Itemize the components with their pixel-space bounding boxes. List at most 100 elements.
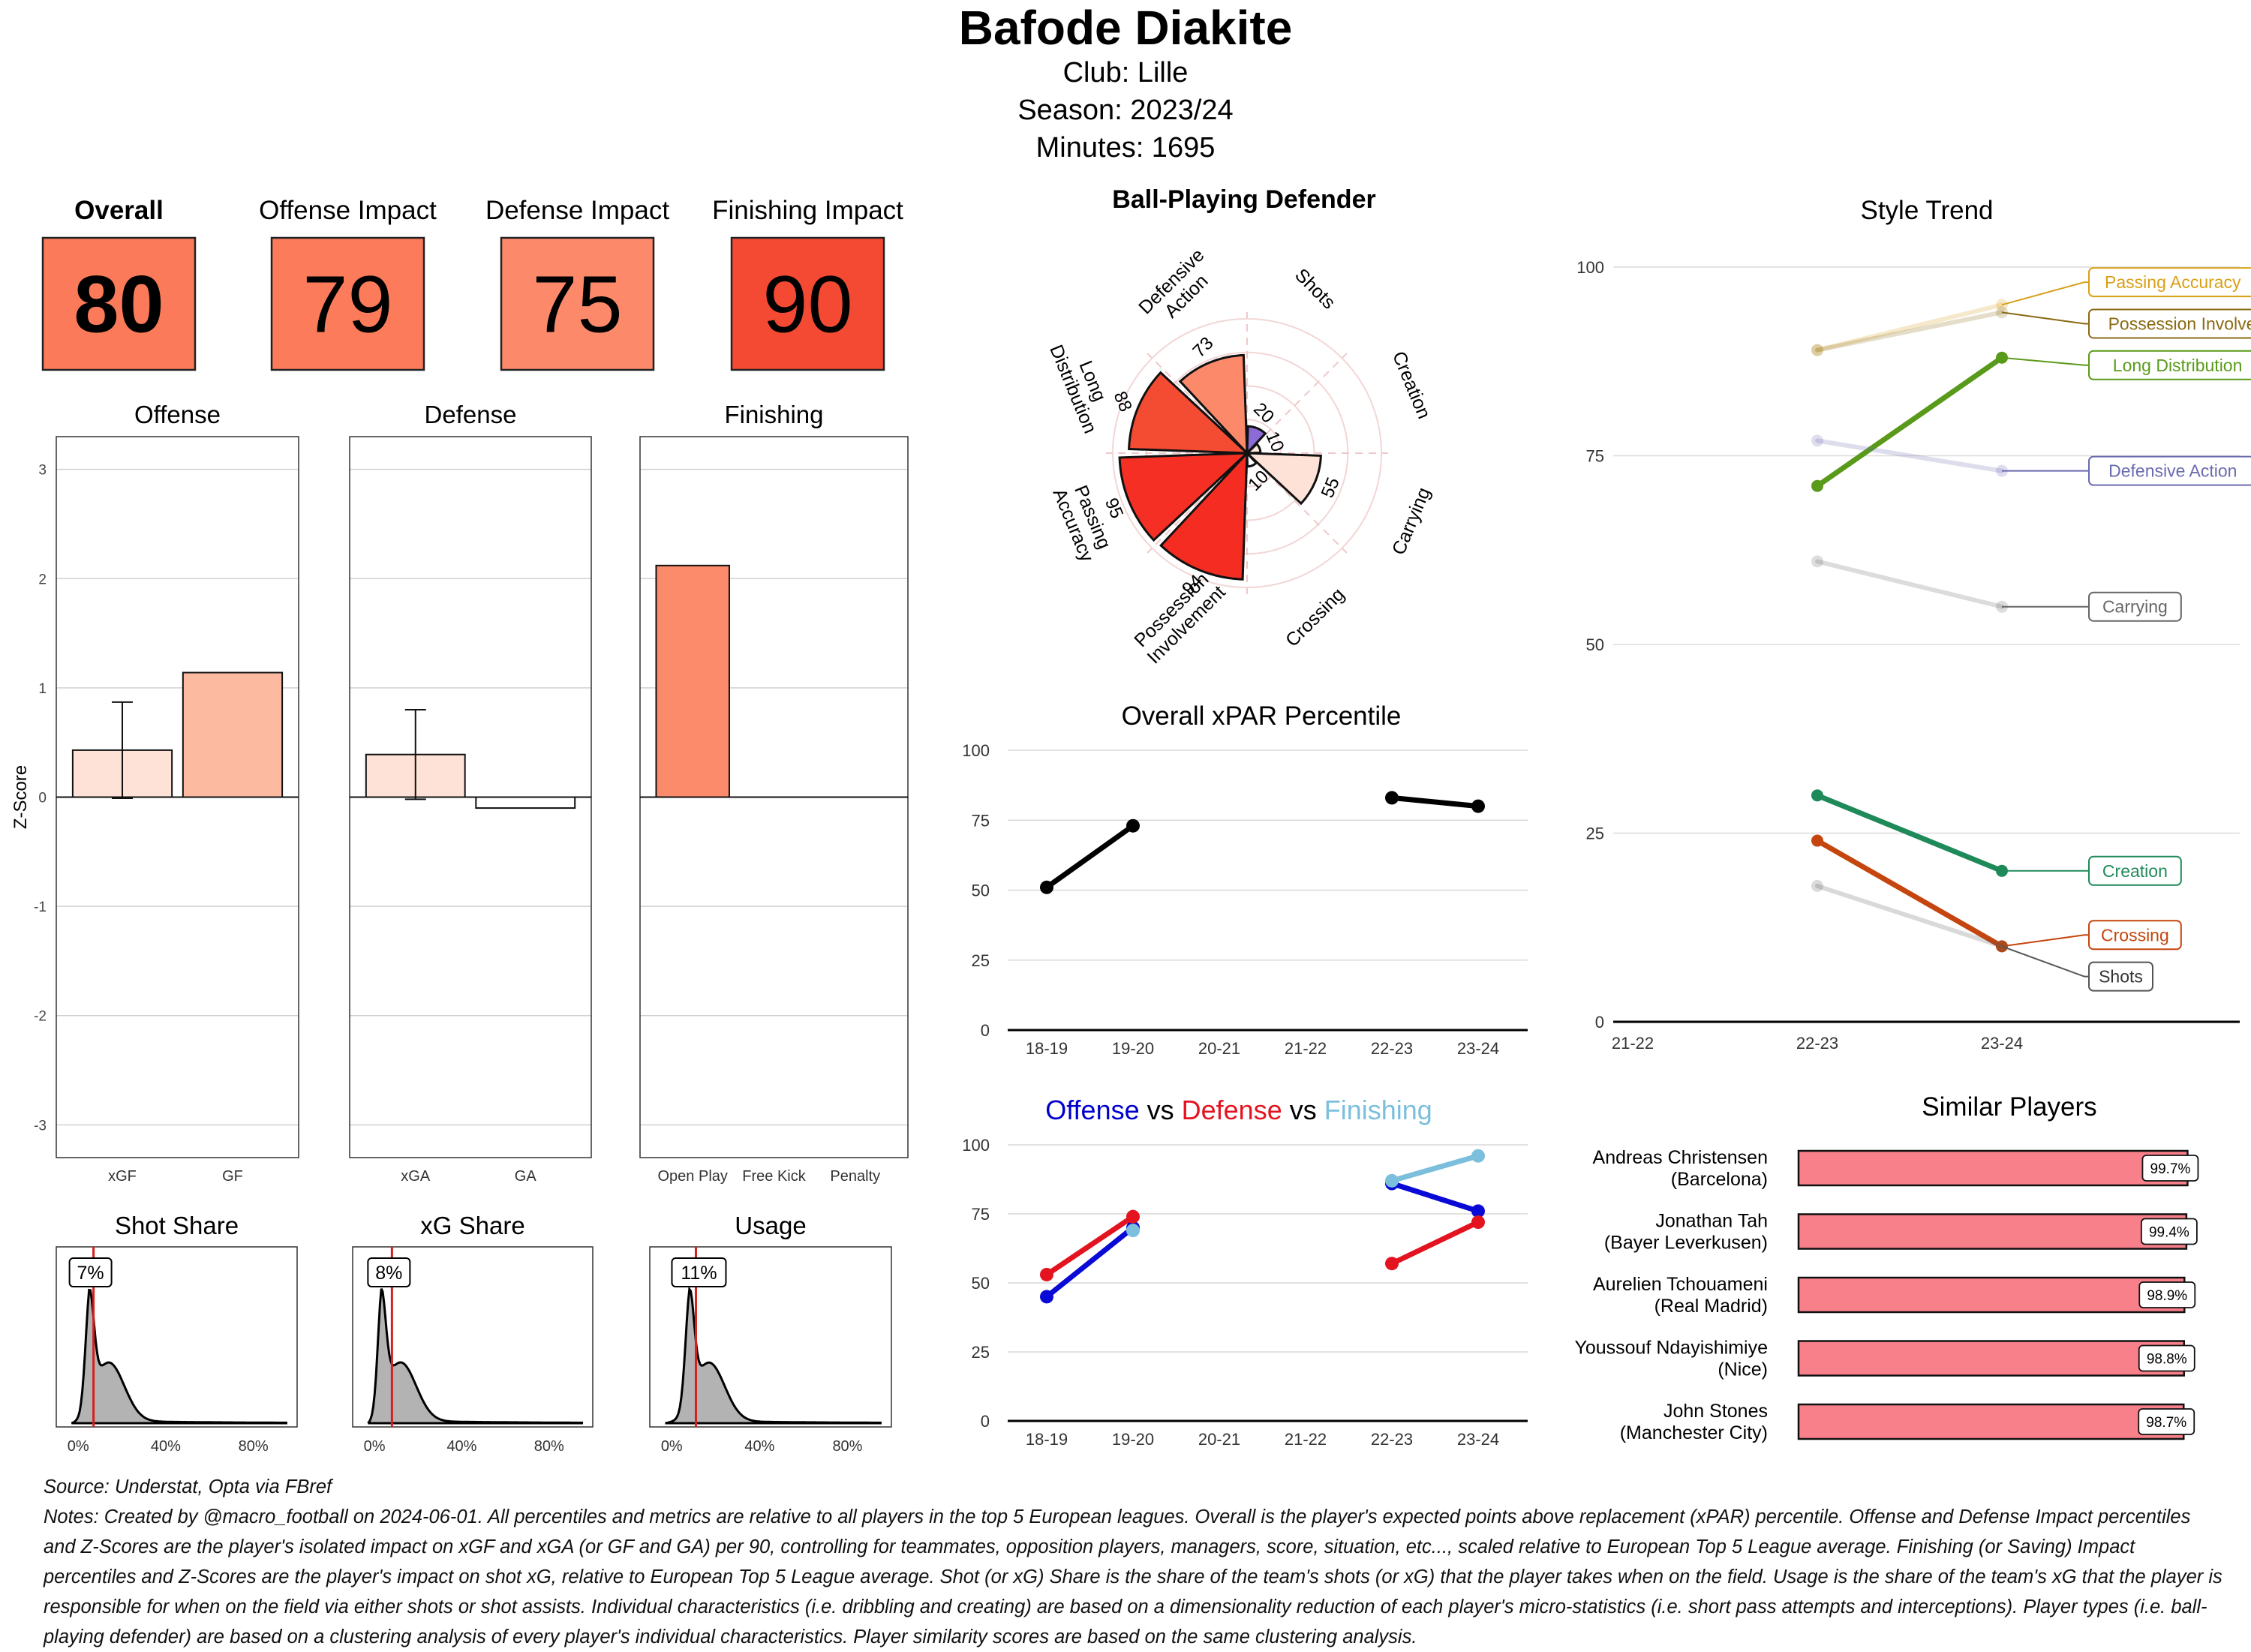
similarity-value-label: 99.4% <box>2149 1225 2189 1241</box>
x-tick-label: 18-19 <box>1026 1430 1068 1449</box>
radar-ring <box>1112 318 1382 588</box>
bar <box>182 671 284 798</box>
x-tick-label: 22-23 <box>1796 1034 1838 1053</box>
data-point <box>1811 834 1823 847</box>
radar-wedge <box>1178 353 1249 456</box>
y-tick-label: 100 <box>962 741 990 760</box>
radar-wedge <box>1118 452 1250 542</box>
radar-wedge <box>1128 371 1250 455</box>
y-tick-label: 100 <box>1576 258 1604 277</box>
data-point <box>1126 1209 1140 1224</box>
value-label: 8% <box>375 1263 402 1284</box>
radar-category-label: PossessionInvolvement <box>1129 566 1230 668</box>
x-tick-label: 18-19 <box>1026 1039 1068 1058</box>
title-part: Finishing <box>1317 1095 1432 1125</box>
impact-box <box>500 236 655 371</box>
series-label-box <box>2088 308 2251 339</box>
radar-wedge <box>1246 425 1267 456</box>
x-tick-label: 23-24 <box>1457 1430 1499 1449</box>
data-point <box>1471 799 1485 813</box>
impact-label: Defense Impact <box>485 196 669 225</box>
density-area <box>367 1288 584 1425</box>
radar-value-label: 73 <box>1189 333 1218 362</box>
radar-spoke <box>1246 452 1348 554</box>
offense-defense-finishing-chart: Offense vs Defense vs Finishing 0 25 50 75 10… <box>962 1095 1528 1449</box>
x-tick-label: Free Kick <box>742 1168 806 1185</box>
value-label-box <box>2140 1218 2198 1245</box>
x-tick-label: 0% <box>68 1438 89 1455</box>
y-tick-label: 75 <box>1586 447 1604 466</box>
series-label-box <box>2088 267 2251 298</box>
impact-boxes: Overall 80 Offense Impact 79 Defense Impact 7… <box>41 196 903 371</box>
y-tick-label: 50 <box>972 882 990 900</box>
title-part: Offense <box>1045 1095 1139 1125</box>
series-label-box <box>2088 455 2251 486</box>
player-name-label: Aurelien Tchouameni <box>1593 1274 1768 1295</box>
minutes-text: Minutes: 1695 <box>1035 132 1216 164</box>
impact-box <box>41 236 197 371</box>
x-tick-label: Open Play <box>658 1168 728 1185</box>
player-club-label: (Manchester City) <box>1620 1422 1768 1443</box>
chart-title: Offense vs Defense vs Finishing <box>1045 1095 1432 1125</box>
series-label: Passing Accuracy <box>2105 272 2241 292</box>
player-club-label: (Nice) <box>1718 1359 1768 1380</box>
x-tick-label: 0% <box>661 1438 683 1455</box>
x-tick-label: 20-21 <box>1198 1430 1240 1449</box>
similar-players-chart: Similar Players Andreas Christensen(Barce… <box>1574 1092 2199 1443</box>
player-type-radar: Ball-Playing Defender20Shots10Creation55… <box>1045 185 1435 668</box>
similarity-value-label: 99.7% <box>2150 1161 2191 1177</box>
player-club-label: (Bayer Leverkusen) <box>1604 1233 1768 1254</box>
y-tick-label: 25 <box>1586 824 1604 843</box>
similarity-bar <box>1797 1340 2186 1377</box>
data-point <box>1040 880 1053 894</box>
chart-title: Style Trend <box>1860 196 1993 225</box>
similarity-value-label: 98.9% <box>2147 1288 2187 1304</box>
radar-category-label: Shots <box>1291 265 1339 314</box>
header: Bafode Diakite Club: Lille Season: 2023/… <box>0 0 2251 167</box>
series-line <box>1389 1219 1481 1266</box>
y-tick-label: 2 <box>38 572 47 587</box>
x-tick-label: 80% <box>832 1438 862 1455</box>
y-tick-label: 75 <box>972 811 990 830</box>
y-tick-label: 100 <box>962 1136 990 1155</box>
title-part: vs <box>1282 1095 1317 1125</box>
data-point <box>1126 1224 1140 1238</box>
value-label-box <box>2141 1155 2199 1182</box>
label-leader <box>2001 934 2089 948</box>
radar-value-label: 88 <box>1110 389 1136 415</box>
value-label-box <box>68 1257 113 1287</box>
y-tick-label: 0 <box>981 1412 990 1431</box>
radar-spoke <box>1147 353 1248 454</box>
impact-label: Overall <box>74 196 164 225</box>
radar-wedge <box>1159 450 1249 581</box>
series-label: Possession Involvement <box>2108 314 2251 333</box>
y-tick-label: 3 <box>38 463 47 479</box>
radar-category-label: Carrying <box>1388 485 1435 558</box>
series-line <box>1389 1153 1481 1184</box>
label-leader <box>2001 945 2089 978</box>
panel-title: Finishing <box>724 401 823 428</box>
y-tick-label: 0 <box>981 1021 990 1040</box>
data-point <box>1471 1215 1485 1230</box>
data-point <box>1811 789 1823 802</box>
y-tick-label: 1 <box>38 681 47 697</box>
x-tick-label: 22-23 <box>1371 1430 1413 1449</box>
radar-ring <box>1179 385 1315 521</box>
title-part: vs <box>1140 1095 1174 1125</box>
label-leader <box>2001 311 2089 325</box>
similarity-bar <box>1797 1149 2189 1187</box>
series-line <box>1814 355 2005 489</box>
similarity-bar <box>1797 1403 2185 1440</box>
impact-value: 80 <box>74 259 164 350</box>
similarity-bar <box>1797 1276 2186 1314</box>
data-point <box>1471 1149 1485 1163</box>
x-tick-label: 40% <box>151 1438 181 1455</box>
y-tick-label: -2 <box>34 1009 47 1025</box>
series-label: Carrying <box>2102 597 2168 617</box>
data-point <box>1040 1267 1053 1281</box>
radar-spoke <box>1246 353 1348 454</box>
y-tick-label: -1 <box>34 900 47 915</box>
title-part: Defense <box>1174 1095 1282 1125</box>
series-label: Shots <box>2099 967 2143 987</box>
